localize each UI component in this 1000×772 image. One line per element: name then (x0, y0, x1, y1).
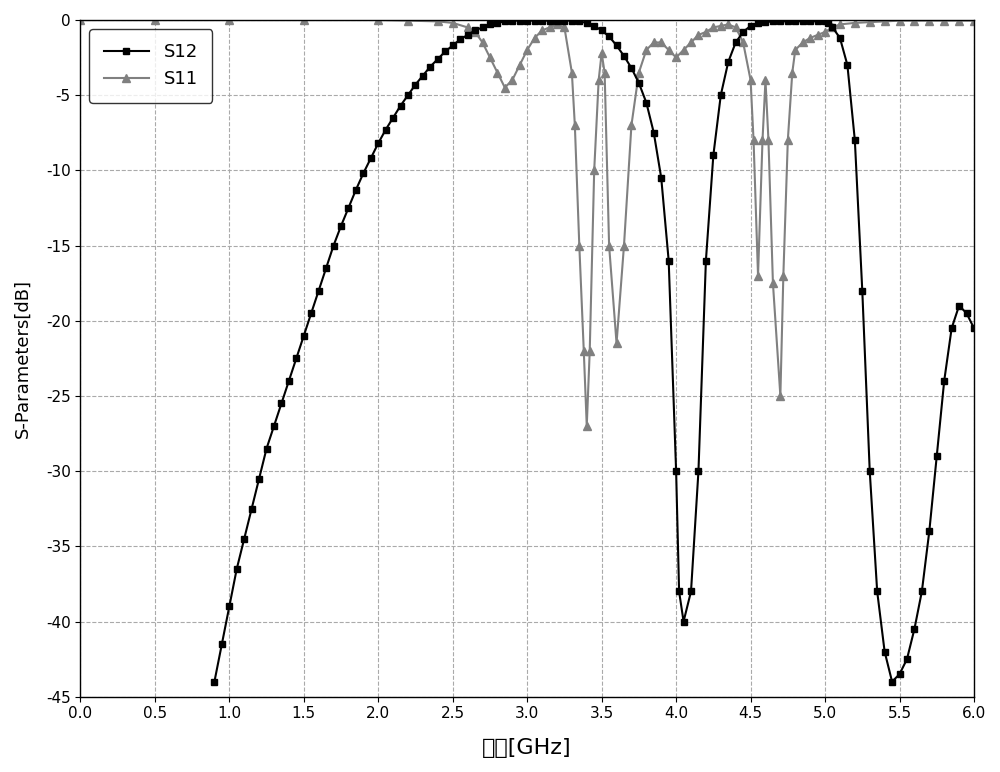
S11 (581, 422, 593, 431)
S11 (578, 346, 590, 355)
S12 (767, 17, 779, 26)
Y-axis label: S-Parameters[dB]: S-Parameters[dB] (14, 279, 32, 438)
S12 (313, 286, 325, 295)
S11 (663, 46, 675, 55)
S12 (968, 323, 980, 333)
S12 (208, 677, 220, 686)
S11 (968, 16, 980, 25)
S11 (618, 241, 630, 250)
Line: S11: S11 (77, 16, 978, 430)
S12 (506, 16, 518, 25)
X-axis label: 频率[GHz]: 频率[GHz] (482, 738, 572, 758)
S12 (774, 17, 786, 26)
S11 (499, 83, 511, 92)
S11 (74, 15, 86, 25)
S11 (762, 136, 774, 145)
S12 (961, 309, 973, 318)
Legend: S12, S11: S12, S11 (89, 29, 212, 103)
S11 (402, 16, 414, 25)
S12 (216, 639, 228, 648)
S12 (551, 16, 563, 25)
Line: S12: S12 (211, 17, 977, 686)
